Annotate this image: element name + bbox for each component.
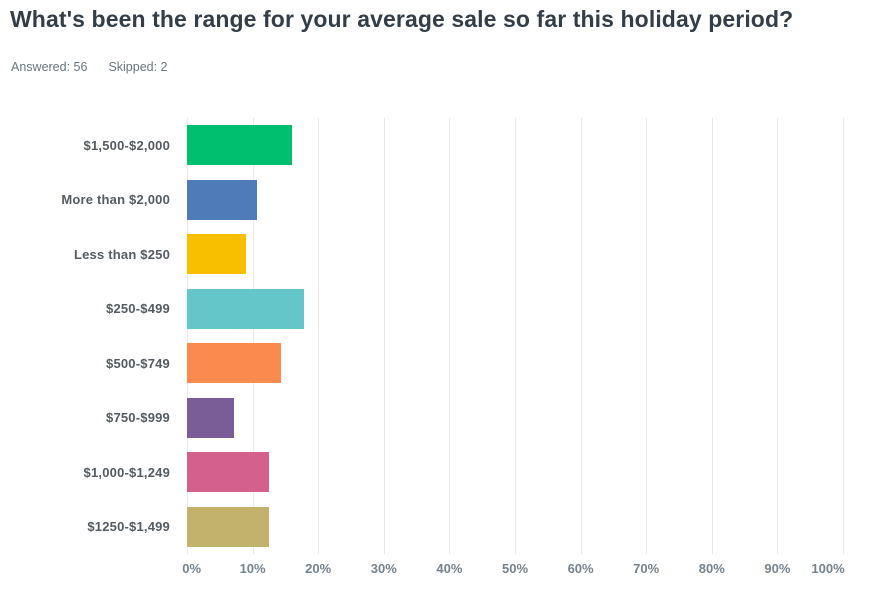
x-tick-label: 10% (239, 561, 266, 576)
category-label: $1,500-$2,000 (83, 137, 170, 153)
bar-2[interactable] (187, 234, 246, 275)
x-tick-label: 20% (305, 561, 332, 576)
gridline-20% (318, 118, 320, 554)
bar-0[interactable] (187, 125, 293, 166)
bar-7[interactable] (187, 506, 269, 547)
x-tick-label: 60% (567, 561, 594, 576)
category-label: $500-$749 (106, 355, 170, 371)
gridline-90% (777, 118, 779, 554)
category-label: $750-$999 (106, 410, 170, 426)
gridline-10% (252, 118, 254, 554)
answered-count: Answered: 56 (11, 60, 88, 74)
gridline-70% (646, 118, 648, 554)
x-tick-label: 30% (370, 561, 397, 576)
x-tick-label: 100% (811, 561, 845, 576)
gridline-30% (383, 118, 385, 554)
x-tick-label: 0% (182, 561, 202, 576)
bar-6[interactable] (187, 452, 269, 493)
x-tick-label: 70% (633, 561, 660, 576)
x-tick-label: 90% (764, 561, 791, 576)
gridline-60% (580, 118, 582, 554)
gridline-0% (187, 118, 188, 554)
category-label: More than $2,000 (61, 192, 170, 208)
category-label: Less than $250 (73, 246, 170, 262)
x-tick-label: 80% (698, 561, 725, 576)
category-label: $1250-$1,499 (87, 519, 170, 535)
question-title: What's been the range for your average s… (10, 6, 794, 32)
category-label: $250-$499 (106, 301, 170, 317)
response-stats: Answered: 56 Skipped: 2 (11, 60, 168, 74)
category-label: $1,000-$1,249 (83, 464, 170, 480)
bar-4[interactable] (187, 343, 281, 384)
gridline-100% (843, 118, 844, 554)
x-tick-label: 50% (501, 561, 529, 576)
bar-5[interactable] (187, 397, 234, 438)
gridline-80% (711, 118, 713, 554)
gridline-50% (515, 118, 516, 554)
gridline-40% (449, 118, 451, 554)
x-tick-label: 40% (436, 561, 463, 576)
skipped-count: Skipped: 2 (108, 60, 168, 74)
bar-1[interactable] (187, 179, 258, 220)
bar-3[interactable] (187, 288, 305, 329)
